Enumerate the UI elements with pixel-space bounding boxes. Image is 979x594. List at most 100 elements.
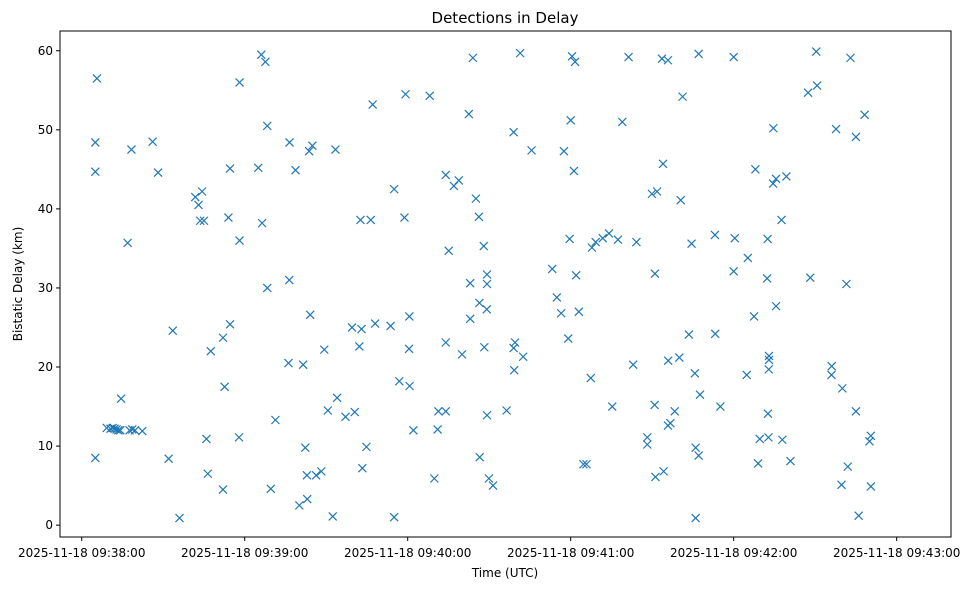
data-point — [331, 145, 340, 155]
y-axis-label: Bistatic Delay (km) — [11, 227, 25, 342]
chart-title: Detections in Delay — [432, 9, 579, 27]
data-point — [194, 200, 203, 210]
data-point — [582, 459, 591, 469]
data-point — [591, 237, 601, 247]
data-point — [168, 326, 178, 336]
data-point — [659, 466, 669, 476]
data-point — [642, 440, 652, 449]
y-axis: 0 10 20 30 40 50 60 — [38, 44, 60, 532]
data-point — [663, 55, 673, 65]
data-point — [389, 512, 399, 522]
data-point — [218, 333, 228, 343]
data-point — [357, 463, 367, 473]
data-point — [567, 51, 577, 61]
y-tick-label: 10 — [38, 439, 53, 453]
data-point — [570, 57, 580, 67]
data-point — [148, 137, 158, 147]
data-point — [234, 432, 244, 442]
data-point — [350, 407, 360, 417]
data-point — [715, 402, 725, 411]
data-point — [658, 159, 668, 169]
data-point — [444, 246, 454, 256]
data-point — [475, 452, 485, 462]
data-point — [429, 474, 439, 483]
data-point — [755, 434, 765, 444]
data-point — [764, 355, 774, 365]
data-point — [405, 381, 415, 391]
data-point — [563, 334, 573, 343]
x-axis-label: Time (UTC) — [471, 566, 538, 580]
data-point — [642, 432, 652, 442]
data-point — [690, 368, 700, 378]
data-point — [598, 233, 608, 243]
data-point — [771, 174, 781, 184]
data-point — [123, 238, 133, 248]
data-point — [768, 123, 778, 133]
data-point — [665, 418, 675, 428]
data-point — [354, 342, 364, 351]
data-point — [266, 484, 276, 494]
data-point — [175, 513, 184, 523]
data-point — [691, 443, 701, 453]
data-point — [300, 443, 310, 453]
data-point — [566, 115, 576, 125]
data-point — [841, 279, 851, 289]
data-point — [113, 425, 123, 435]
data-point — [235, 236, 244, 245]
y-tick-label: 20 — [38, 360, 53, 374]
data-point — [812, 81, 822, 90]
data-point — [694, 451, 704, 460]
data-point — [302, 494, 312, 504]
y-tick-label: 60 — [38, 44, 53, 58]
data-point — [652, 187, 662, 196]
data-point — [515, 48, 525, 58]
y-tick-label: 0 — [45, 518, 53, 532]
data-point — [764, 351, 774, 361]
data-point — [811, 47, 821, 56]
data-point — [678, 92, 688, 102]
data-point — [223, 213, 233, 223]
data-point — [260, 57, 270, 67]
data-point — [764, 432, 773, 442]
data-point — [827, 361, 837, 371]
data-point — [569, 166, 579, 176]
data-point — [262, 121, 272, 131]
data-point — [347, 323, 357, 332]
data-point — [433, 425, 443, 434]
data-point — [786, 456, 795, 466]
data-point — [197, 187, 207, 196]
data-point — [464, 109, 474, 119]
data-point — [206, 346, 216, 356]
data-point — [729, 52, 739, 62]
data-point — [441, 406, 451, 416]
y-tick-label: 40 — [38, 202, 53, 216]
data-point — [763, 234, 773, 244]
data-point — [116, 394, 126, 404]
data-point — [284, 275, 294, 285]
data-point — [624, 52, 633, 62]
data-point — [311, 470, 321, 480]
data-point — [307, 141, 317, 151]
data-point — [556, 308, 566, 318]
x-tick-label: 2025-11-18 09:38:00 — [18, 546, 145, 560]
data-point — [565, 234, 575, 244]
data-point — [356, 215, 365, 225]
data-point — [294, 500, 304, 510]
data-point — [613, 235, 623, 245]
data-point — [552, 293, 562, 302]
data-point — [465, 314, 475, 324]
data-point — [670, 406, 680, 416]
data-point — [433, 406, 443, 416]
data-point — [674, 353, 684, 362]
data-point — [628, 360, 638, 370]
data-point — [195, 216, 205, 226]
data-point — [777, 215, 786, 225]
data-point — [865, 436, 874, 446]
data-point — [753, 459, 763, 468]
data-point — [509, 127, 519, 137]
data-point — [509, 365, 519, 375]
data-point — [710, 329, 720, 339]
data-point — [92, 74, 102, 83]
